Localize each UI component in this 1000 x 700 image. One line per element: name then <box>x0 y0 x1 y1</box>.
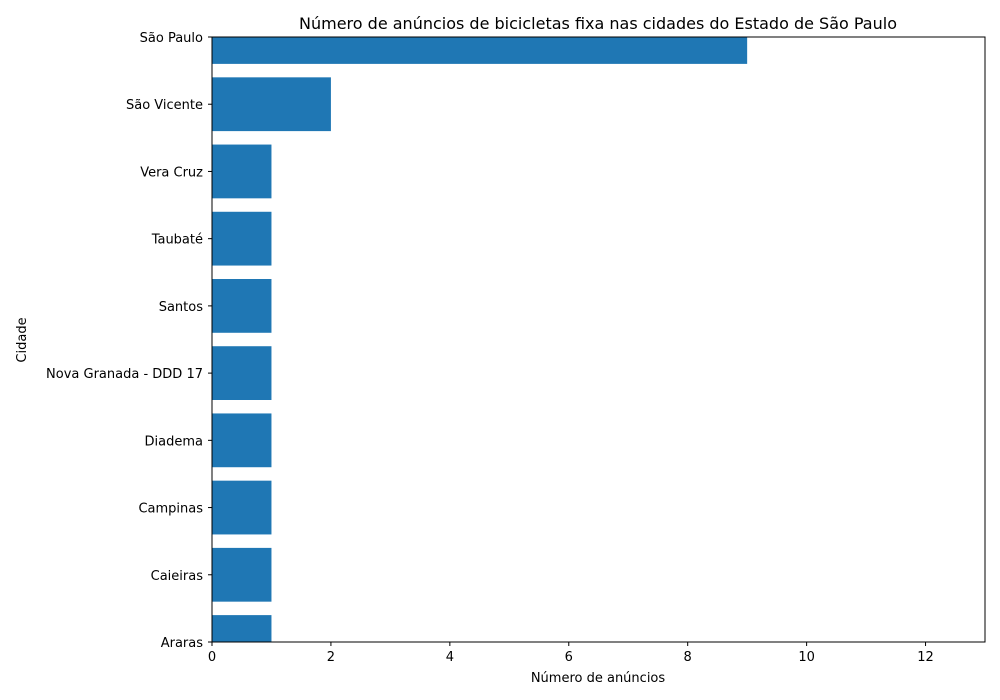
bar-s-o-vicente <box>212 77 331 132</box>
bar-nova-granada-ddd-17 <box>212 346 272 400</box>
y-axis-label: Cidade <box>15 317 30 362</box>
y-tick-label: Diadema <box>145 434 203 449</box>
y-tick-label: Nova Granada - DDD 17 <box>46 367 203 382</box>
y-tick-label: Vera Cruz <box>140 165 203 180</box>
bar-araras <box>212 615 272 642</box>
chart-title: Número de anúncios de bicicletas fixa na… <box>299 14 897 33</box>
bar-taubat- <box>212 211 272 266</box>
bar-s-o-paulo <box>212 37 748 64</box>
x-axis-label: Número de anúncios <box>531 671 666 686</box>
x-tick-label: 4 <box>446 650 454 665</box>
bars-group <box>212 37 748 642</box>
y-tick-label: Taubaté <box>151 233 203 248</box>
x-tick-label: 8 <box>684 650 692 665</box>
y-tick-label: Araras <box>161 636 204 651</box>
bar-diadema <box>212 413 272 468</box>
y-tick-label: São Paulo <box>140 31 203 46</box>
bar-caieiras <box>212 547 272 602</box>
x-tick-label: 6 <box>565 650 573 665</box>
x-tick-label: 12 <box>917 650 934 665</box>
x-tick-label: 0 <box>208 650 216 665</box>
y-tick-label: Caieiras <box>151 569 204 584</box>
axes-frame <box>211 36 986 643</box>
y-tick-label: São Vicente <box>126 98 203 113</box>
bar-campinas <box>212 480 272 535</box>
x-axis-ticks: 0 2 4 6 8 10 12 <box>208 642 934 665</box>
y-axis-ticks: São Paulo São Vicente Vera Cruz Taubaté Sant… <box>46 31 212 651</box>
x-tick-label: 10 <box>798 650 815 665</box>
bar-vera-cruz <box>212 144 272 199</box>
y-tick-label: Santos <box>159 300 204 315</box>
bar-santos <box>212 279 272 333</box>
x-tick-label: 2 <box>327 650 335 665</box>
y-tick-label: Campinas <box>138 502 203 517</box>
